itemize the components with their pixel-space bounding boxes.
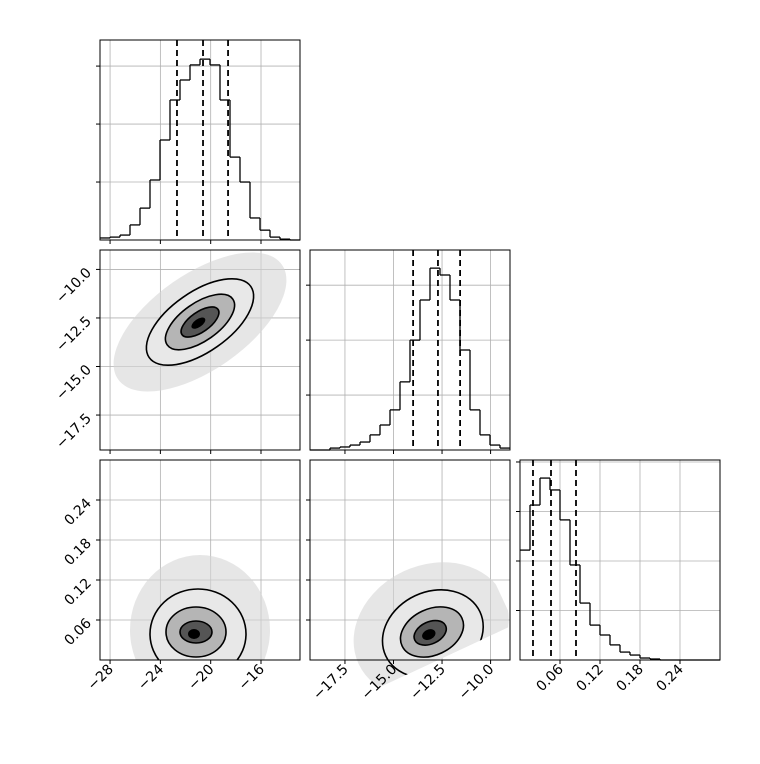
x-tick-label: 0.18	[613, 662, 646, 695]
x-tick-label: −16	[236, 661, 268, 693]
histogram-panel	[100, 40, 300, 240]
x-tick-label: −10.0	[456, 662, 498, 704]
x-tick-label: −28	[85, 662, 117, 694]
x-tick-label: −20	[185, 662, 217, 694]
density-a-b	[113, 252, 287, 392]
y-tick-label: −15.0	[53, 362, 95, 404]
histogram-panel	[520, 460, 720, 660]
y-tick-label: −17.5	[53, 411, 95, 453]
density-blobs	[113, 252, 509, 699]
density-a-c	[130, 555, 270, 660]
x-tick-label: 0.06	[533, 661, 566, 694]
x-tick-label: −17.5	[310, 662, 352, 704]
x-tick-label: 0.24	[653, 661, 686, 694]
y-tick-label: 0.12	[61, 576, 94, 609]
y-tick-label: −12.5	[53, 313, 95, 355]
panel-frame	[309, 249, 511, 451]
panel-frame	[519, 459, 721, 661]
panel-frame	[99, 39, 301, 241]
panel-frame	[99, 249, 301, 451]
x-tick-label: −24	[135, 661, 167, 693]
x-tick-label: 0.12	[573, 662, 606, 695]
y-tick-label: −10.0	[53, 265, 95, 307]
histogram-panel	[310, 250, 510, 450]
panel-frame	[99, 459, 301, 661]
panel-frame	[309, 459, 511, 661]
y-tick-label: 0.18	[61, 536, 94, 569]
y-tick-label: 0.24	[61, 495, 94, 528]
y-tick-label: 0.06	[61, 615, 94, 648]
